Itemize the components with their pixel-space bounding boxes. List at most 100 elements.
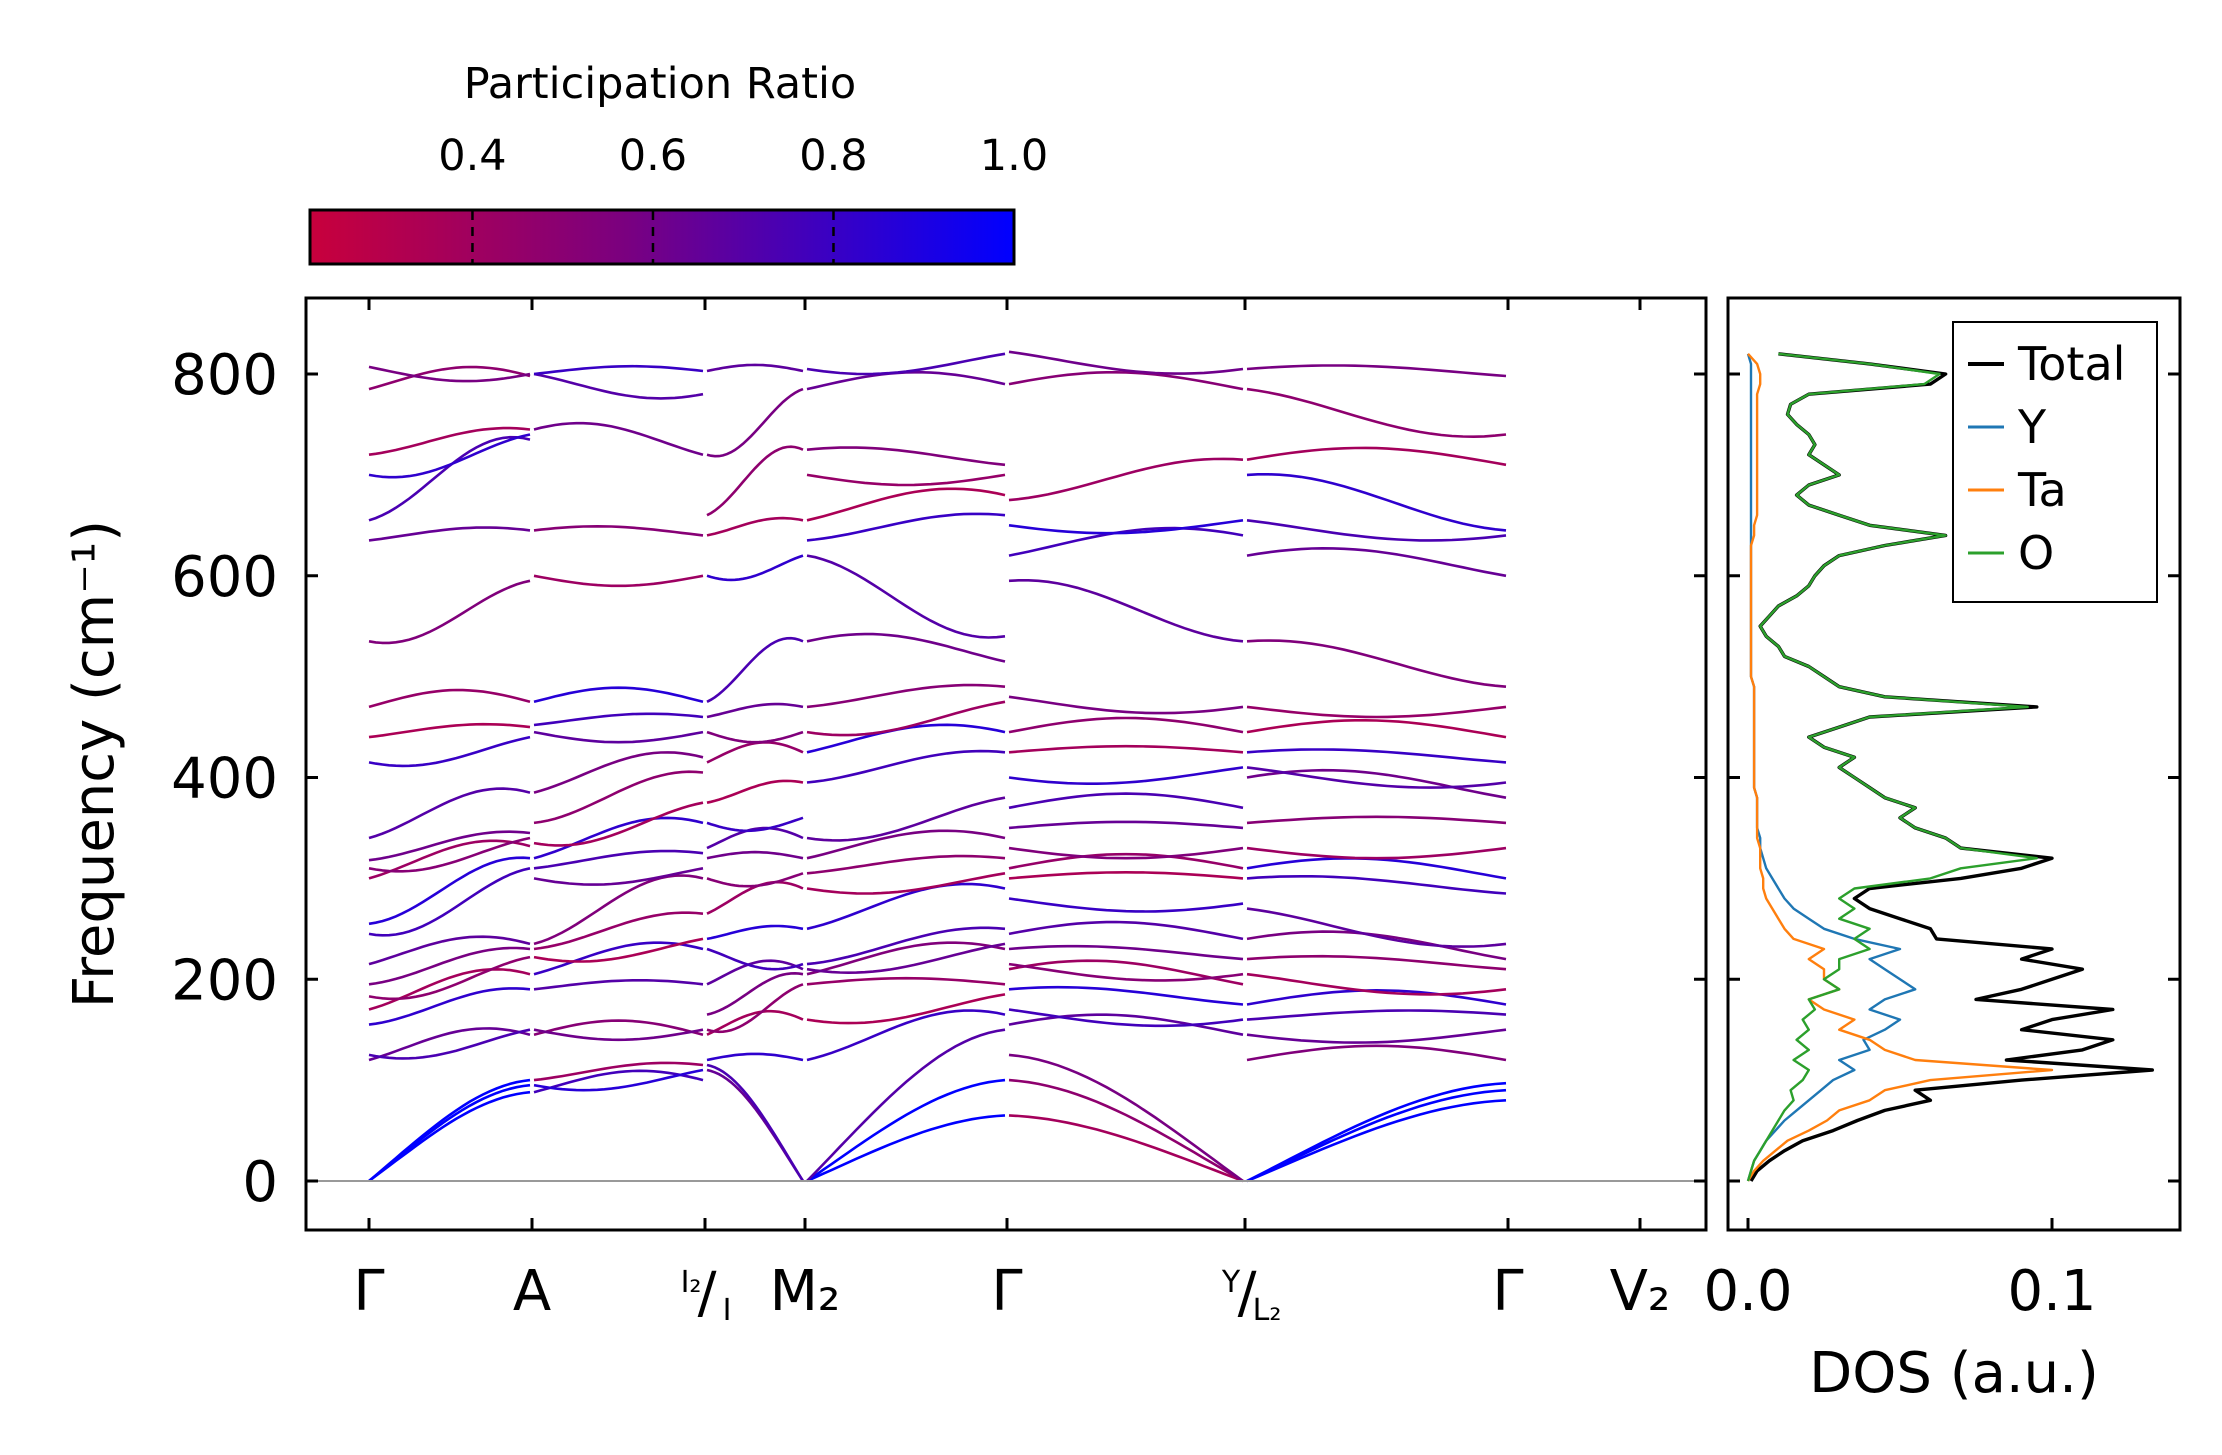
band-plot-frame [304,296,1708,1232]
svg-text:Y: Y [1221,1265,1241,1300]
phonon-band-line [706,1009,804,1036]
phonon-band-line [806,473,1006,487]
phonon-band-line [806,941,1006,976]
phonon-band-line [368,526,531,542]
phonon-band-line [806,796,1006,842]
phonon-band-line [706,959,804,986]
phonon-band-line [1008,744,1244,754]
phonon-band-line [533,867,704,886]
phonon-band-line [1246,1044,1507,1062]
dos-line-o [1746,352,2039,1182]
dos-x-tick-label: 0.1 [2007,1259,2096,1324]
dos-panel: 0.0 0.1 DOS (a.u.) Total Y Ta O [1703,296,2182,1406]
phonon-band-line [1008,716,1244,734]
phonon-band-line [1008,852,1244,870]
phonon-band-line [1008,578,1244,643]
phonon-band-line [368,787,531,840]
svg-text:/: / [698,1261,717,1326]
phonon-band-line [1008,944,1244,961]
phonon-band-line [1246,364,1507,378]
phonon-band-line [706,826,804,850]
phonon-band-line [1246,446,1507,467]
phonon-band-line [806,512,1006,542]
svg-text:I₂: I₂ [681,1265,702,1300]
phonon-band-line [533,712,704,727]
phonon-band-line [1008,350,1244,375]
y-axis-title: Frequency (cm⁻¹) [62,520,127,1008]
phonon-band-line [806,829,1006,860]
legend-label: O [2018,526,2054,580]
phonon-band-line [1008,1078,1244,1183]
phonon-band-line [706,872,804,888]
colorbar-tick-label: 0.6 [619,131,687,181]
phonon-band-line [533,1061,704,1082]
phonon-band-line [1008,820,1244,830]
phonon-band-line [806,942,1006,975]
phonon-band-line [706,445,804,517]
k-point-label: M₂ [770,1259,841,1324]
phonon-band-line [706,554,804,582]
phonon-band-line [1246,874,1507,895]
phonon-band-line [706,779,804,804]
phonon-band-line [368,1083,531,1183]
phonon-band-line [706,363,804,373]
phonon-band-line [368,867,531,937]
dos-x-tick-label: 0.0 [1703,1259,1792,1324]
phonon-band-line [1008,1013,1244,1036]
phonon-band-line [1246,988,1507,1006]
phonon-band-line [806,854,1006,875]
phonon-band-line [1008,962,1244,982]
phonon-band-line [1008,370,1244,391]
phonon-band-line [533,1069,704,1094]
y-tick-label: 0 [242,1150,278,1215]
phonon-band-line [706,1063,805,1182]
phonon-band-line [368,1027,531,1062]
phonon-band-line [1246,846,1507,860]
phonon-band-line [533,937,704,963]
phonon-band-line [368,856,531,926]
phonon-band-line [806,976,1006,986]
k-point-label: Y/L₂ [1221,1261,1282,1328]
phonon-band-line [1008,526,1244,557]
colorbar-gradient [308,208,1016,266]
k-point-label: Γ [353,1259,384,1324]
phonon-band-line [368,722,531,739]
phonon-band-line [533,1028,704,1042]
phonon-band-line [706,1052,804,1062]
phonon-band-line [533,1068,704,1092]
phonon-band-line [1246,1099,1507,1183]
phonon-band-line [806,882,1006,931]
phonon-band-line [533,911,704,951]
phonon-band-line [1246,907,1507,948]
phonon-band-line [1246,546,1507,578]
phonon-band-line [706,636,804,703]
phonon-band-line [706,816,804,833]
phonon-band-line [806,554,1006,639]
phonon-band-line [533,941,704,976]
phonon-band-line [806,926,1006,966]
phonon-band-line [1008,1008,1244,1028]
legend-label: Total [2017,337,2125,391]
dos-line-ta [1746,352,2054,1182]
phonon-band-line [1246,972,1507,996]
phonon-band-line [368,433,531,479]
legend-label: Y [2017,400,2047,454]
phonon-band-line [368,935,531,966]
phonon-band-line [1246,954,1507,971]
phonon-band-line [1008,457,1244,502]
phonon-band-line [806,1028,1006,1182]
phonon-band-line [533,816,704,860]
legend-label: Ta [2017,463,2067,517]
phonon-band-line [806,723,1006,754]
phonon-band-line [706,924,804,941]
phonon-band-line [806,993,1006,1025]
phonon-band-line [533,421,704,456]
phonon-band-line [806,700,1006,737]
phonon-band-line [1008,870,1244,880]
phonon-band-line [533,849,704,870]
k-point-label: V₂ [1610,1259,1671,1324]
phonon-band-line [1008,792,1244,810]
y-tick-label: 800 [171,343,278,408]
phonon-band-line [368,1028,531,1060]
phonon-band-line [706,387,804,458]
